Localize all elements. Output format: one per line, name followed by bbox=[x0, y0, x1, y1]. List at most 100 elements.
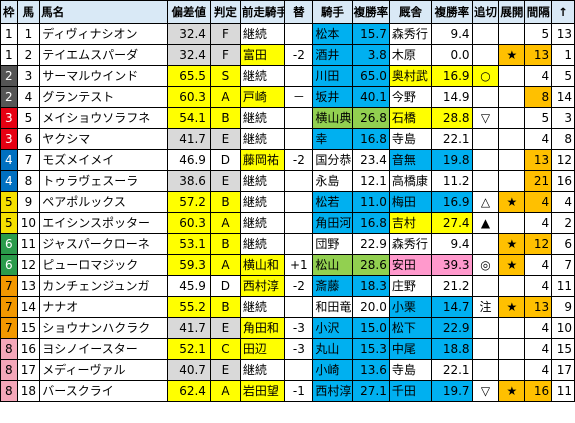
prev-jockey: 継続 bbox=[239, 107, 286, 129]
prev-jockey: 継続 bbox=[239, 23, 286, 45]
jockey: 小沢 bbox=[312, 317, 353, 339]
table-row: 4 7 モズメイメイ 46.9 D 藤岡祐 -2 国分恭 23.4 音無 19.8 13 12 bbox=[0, 149, 575, 171]
jockey: 松本 bbox=[312, 23, 353, 45]
waku-cell: 7 bbox=[0, 317, 18, 339]
jockey-rate: 40.1 bbox=[351, 86, 390, 108]
waku-cell: 4 bbox=[0, 170, 18, 192]
oikiri-mark bbox=[471, 23, 500, 45]
swap-indicator bbox=[284, 65, 314, 87]
interval: 12 bbox=[524, 233, 553, 255]
header-tenkai: 展開 bbox=[498, 0, 526, 24]
interval: 4 bbox=[524, 317, 553, 339]
interval: 4 bbox=[524, 128, 553, 150]
table-row: 6 11 ジャスパークローネ 53.1 B 継続 団野 22.9 森秀行 9.4 ★ 12 6 bbox=[0, 233, 575, 255]
up-rank: 1 bbox=[551, 44, 575, 66]
swap-indicator: -1 bbox=[284, 380, 314, 402]
oikiri-mark bbox=[471, 44, 500, 66]
jockey: 和田竜 bbox=[312, 296, 353, 318]
waku-cell: 1 bbox=[0, 44, 18, 66]
jockey-rate: 23.4 bbox=[351, 149, 390, 171]
stable-rate: 0.0 bbox=[431, 44, 473, 66]
oikiri-mark bbox=[471, 317, 500, 339]
prev-jockey: 西村淳 bbox=[239, 275, 286, 297]
jockey-rate: 15.0 bbox=[351, 317, 390, 339]
deviation-score: 65.5 bbox=[166, 65, 211, 87]
horse-name: バースクライ bbox=[39, 380, 168, 402]
prev-jockey: 継続 bbox=[239, 233, 286, 255]
grade: E bbox=[209, 359, 241, 381]
horse-number: 15 bbox=[16, 317, 41, 339]
waku-cell: 7 bbox=[0, 275, 18, 297]
stable: 寺島 bbox=[388, 359, 433, 381]
waku-cell: 2 bbox=[0, 65, 18, 87]
stable: 今野 bbox=[388, 86, 433, 108]
header-number: 馬 bbox=[16, 0, 41, 24]
up-rank: 2 bbox=[551, 212, 575, 234]
oikiri-mark bbox=[471, 275, 500, 297]
grade: E bbox=[209, 317, 241, 339]
stable-rate: 9.4 bbox=[431, 23, 473, 45]
waku-cell: 3 bbox=[0, 107, 18, 129]
stable: 寺島 bbox=[388, 128, 433, 150]
swap-indicator bbox=[284, 23, 314, 45]
interval: 13 bbox=[524, 149, 553, 171]
horse-number: 7 bbox=[16, 149, 41, 171]
table-row: 2 3 サーマルウインド 65.5 S 継続 川田 65.0 奥村武 16.9 ○ 4 5 bbox=[0, 65, 575, 87]
prev-jockey: 角田和 bbox=[239, 317, 286, 339]
tenkai-mark bbox=[498, 359, 526, 381]
oikiri-mark bbox=[471, 170, 500, 192]
stable-rate: 27.4 bbox=[431, 212, 473, 234]
table-row: 8 17 メディーヴァル 40.7 E 継続 小崎 13.6 寺島 22.1 4 17 bbox=[0, 359, 575, 381]
swap-indicator bbox=[284, 170, 314, 192]
swap-indicator: -2 bbox=[284, 149, 314, 171]
up-rank: 15 bbox=[551, 338, 575, 360]
tenkai-mark bbox=[498, 338, 526, 360]
race-table: 枠 馬 馬名 偏差値 判定 前走騎手 替 騎手 複勝率 厩舎 複勝率 追切 展開… bbox=[0, 0, 575, 402]
up-rank: 14 bbox=[551, 86, 575, 108]
jockey: 小崎 bbox=[312, 359, 353, 381]
stable-rate: 22.9 bbox=[431, 317, 473, 339]
swap-indicator: -2 bbox=[284, 44, 314, 66]
header-deviation: 偏差値 bbox=[166, 0, 211, 24]
up-rank: 11 bbox=[551, 275, 575, 297]
jockey-rate: 28.6 bbox=[351, 254, 390, 276]
waku-cell: 6 bbox=[0, 254, 18, 276]
prev-jockey: 富田 bbox=[239, 44, 286, 66]
stable: 千田 bbox=[388, 380, 433, 402]
stable: 奥村武 bbox=[388, 65, 433, 87]
tenkai-mark bbox=[498, 107, 526, 129]
oikiri-mark: ▲ bbox=[471, 212, 500, 234]
waku-cell: 1 bbox=[0, 23, 18, 45]
deviation-score: 59.3 bbox=[166, 254, 211, 276]
interval: 5 bbox=[524, 107, 553, 129]
swap-indicator: － bbox=[284, 86, 314, 108]
header-waku: 枠 bbox=[0, 0, 18, 24]
deviation-score: 41.7 bbox=[166, 317, 211, 339]
oikiri-mark bbox=[471, 149, 500, 171]
horse-name: ショウナンハクラク bbox=[39, 317, 168, 339]
deviation-score: 40.7 bbox=[166, 359, 211, 381]
stable: 石橋 bbox=[388, 107, 433, 129]
horse-number: 9 bbox=[16, 191, 41, 213]
interval: 5 bbox=[524, 23, 553, 45]
jockey: 角田河 bbox=[312, 212, 353, 234]
jockey-rate: 16.8 bbox=[351, 212, 390, 234]
grade: B bbox=[209, 191, 241, 213]
deviation-score: 55.2 bbox=[166, 296, 211, 318]
tenkai-mark bbox=[498, 128, 526, 150]
jockey-rate: 65.0 bbox=[351, 65, 390, 87]
jockey-rate: 11.0 bbox=[351, 191, 390, 213]
swap-indicator bbox=[284, 191, 314, 213]
table-row: 5 9 ペアポルックス 57.2 B 継続 松若 11.0 梅田 16.9 △ ★ 4 4 bbox=[0, 191, 575, 213]
tenkai-mark: ★ bbox=[498, 380, 526, 402]
horse-number: 3 bbox=[16, 65, 41, 87]
horse-name: サーマルウインド bbox=[39, 65, 168, 87]
header-prev-jockey: 前走騎手 bbox=[239, 0, 286, 24]
horse-name: トゥラヴェスーラ bbox=[39, 170, 168, 192]
grade: S bbox=[209, 65, 241, 87]
swap-indicator bbox=[284, 128, 314, 150]
interval: 8 bbox=[524, 86, 553, 108]
horse-number: 14 bbox=[16, 296, 41, 318]
up-rank: 17 bbox=[551, 359, 575, 381]
deviation-score: 54.1 bbox=[166, 107, 211, 129]
